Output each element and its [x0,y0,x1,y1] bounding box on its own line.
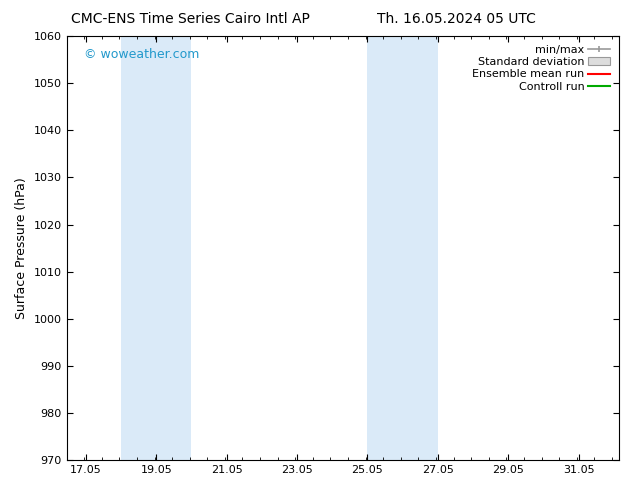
Y-axis label: Surface Pressure (hPa): Surface Pressure (hPa) [15,177,28,319]
Bar [367,36,438,460]
Text: CMC-ENS Time Series Cairo Intl AP: CMC-ENS Time Series Cairo Intl AP [71,12,309,26]
Text: Th. 16.05.2024 05 UTC: Th. 16.05.2024 05 UTC [377,12,536,26]
Text: © woweather.com: © woweather.com [84,48,200,61]
Bar [121,36,191,460]
Legend: min/max, Standard deviation, Ensemble mean run, Controll run: min/max, Standard deviation, Ensemble me… [469,42,614,95]
